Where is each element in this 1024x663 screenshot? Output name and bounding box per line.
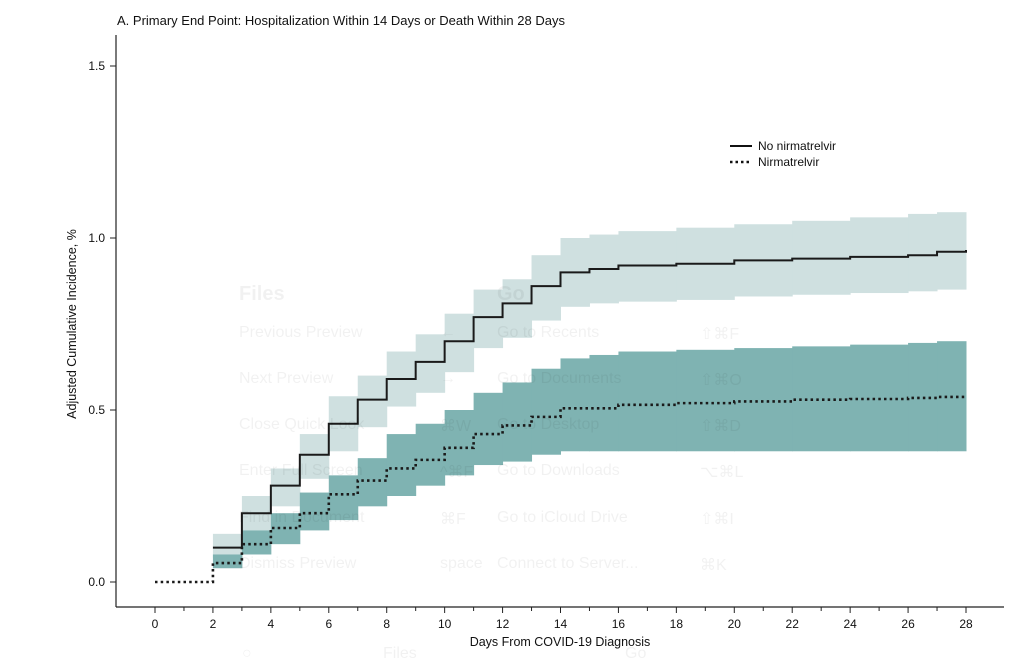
series-line-no-nirmatrelvir [212, 250, 967, 549]
ci-band-1 [241, 530, 272, 555]
ci-band-0 [270, 468, 301, 507]
x-tick-label: 22 [786, 617, 800, 631]
overlay-item[interactable]: Connect to Server... [497, 555, 639, 572]
ci-band-0 [473, 289, 504, 349]
overlay-item[interactable]: Go to Desktop [497, 416, 600, 433]
search-icon: ○ [242, 645, 252, 662]
x-axis-label: Days From COVID-19 Diagnosis [470, 635, 651, 649]
overlay-shortcut: ← [440, 324, 456, 341]
ci-band-1 [502, 382, 533, 462]
ci-band-1 [676, 349, 735, 452]
overlay-item[interactable]: Previous Preview [239, 324, 363, 341]
overlay-item[interactable]: Go to iCloud Drive [497, 509, 628, 526]
overlay-tab-files[interactable]: Files [383, 645, 417, 662]
x-tick-label: 2 [210, 617, 217, 631]
x-tick-label: 0 [152, 617, 159, 631]
y-tick-label: 1.5 [88, 59, 105, 73]
overlay-shortcut: ⌥⌘L [700, 464, 744, 481]
overlay-shortcut: ⇧⌘D [700, 418, 741, 435]
legend-label-no-nirmatrelvir: No nirmatrelvir [758, 139, 836, 153]
overlay-files-heading: Files [239, 283, 285, 305]
chart-title: A. Primary End Point: Hospitalization Wi… [117, 13, 565, 28]
overlay-item[interactable]: Dismiss Preview [239, 555, 357, 572]
overlay-shortcut: space [440, 555, 483, 572]
overlay-item[interactable]: Find in Document [239, 509, 365, 526]
legend-label-nirmatrelvir: Nirmatrelvir [758, 155, 819, 169]
x-tick-label: 26 [901, 617, 915, 631]
x-tick-label: 16 [612, 617, 626, 631]
x-tick-label: 8 [383, 617, 390, 631]
x-tick-label: 4 [268, 617, 275, 631]
ci-band-0 [502, 279, 533, 338]
overlay-item[interactable]: Next Preview [239, 370, 334, 387]
ci-band-1 [212, 554, 243, 569]
x-tick-label: 28 [959, 617, 973, 631]
ci-band-0 [908, 213, 938, 292]
overlay-shortcut: ⌘K [700, 557, 727, 574]
ci-band-1 [589, 354, 619, 452]
ci-band-1 [473, 392, 504, 466]
ci-band-0 [357, 375, 388, 428]
ci-band-0 [531, 255, 561, 321]
ci-band-1 [328, 475, 359, 521]
overlay-item[interactable]: Go to Downloads [497, 462, 620, 479]
ci-band-1 [299, 492, 330, 531]
overlay-item[interactable]: Go to Recents [497, 324, 600, 341]
legend: No nirmatrelvir Nirmatrelvir [730, 139, 836, 169]
x-tick-label: 14 [554, 617, 568, 631]
overlay-shortcut: → [440, 370, 456, 387]
y-tick-label: 0.0 [88, 575, 105, 589]
ci-band-0 [415, 334, 446, 393]
ci-band-0 [850, 217, 909, 294]
series-line-nirmatrelvir [155, 395, 968, 584]
overlay-shortcut: ⇧⌘O [700, 372, 742, 389]
overlay-item[interactable]: Close Quick Look [239, 416, 365, 433]
overlay-go-heading: Go [497, 283, 525, 305]
ci-band-1 [531, 368, 561, 455]
y-axis-label: Adjusted Cumulative Incidence, % [65, 229, 79, 419]
overlay-item[interactable]: Enter Full Screen [239, 462, 363, 479]
ci-band-1 [415, 423, 446, 486]
ci-band-1 [560, 358, 590, 452]
ci-band-0 [299, 434, 330, 479]
overlay-item[interactable]: Go to Documents [497, 370, 622, 387]
x-tick-label: 6 [325, 617, 332, 631]
y-tick-label: 0.5 [88, 403, 105, 417]
overlay-shortcut: ⇧⌘F [700, 326, 740, 343]
x-tick-label: 12 [496, 617, 510, 631]
overlay-shortcut: ⌘W [440, 418, 472, 435]
overlay-tab-go[interactable]: Go [625, 645, 647, 662]
overlay-shortcut: ^⌘F [440, 464, 474, 481]
ci-band-0 [444, 313, 475, 373]
y-tick-label: 1.0 [88, 231, 105, 245]
ci-band-1 [386, 434, 417, 496]
ci-band-1 [444, 410, 475, 476]
ci-band-0 [212, 533, 243, 558]
overlay-shortcut: ⌘F [440, 511, 466, 528]
x-tick-label: 20 [728, 617, 742, 631]
ci-band-1 [618, 351, 677, 452]
overlay-shortcut: ⇧⌘I [700, 511, 734, 528]
x-tick-label: 18 [670, 617, 684, 631]
ci-band-1 [357, 458, 388, 507]
x-tick-label: 24 [843, 617, 857, 631]
ci-band-1 [734, 348, 793, 452]
x-tick-label: 10 [438, 617, 452, 631]
